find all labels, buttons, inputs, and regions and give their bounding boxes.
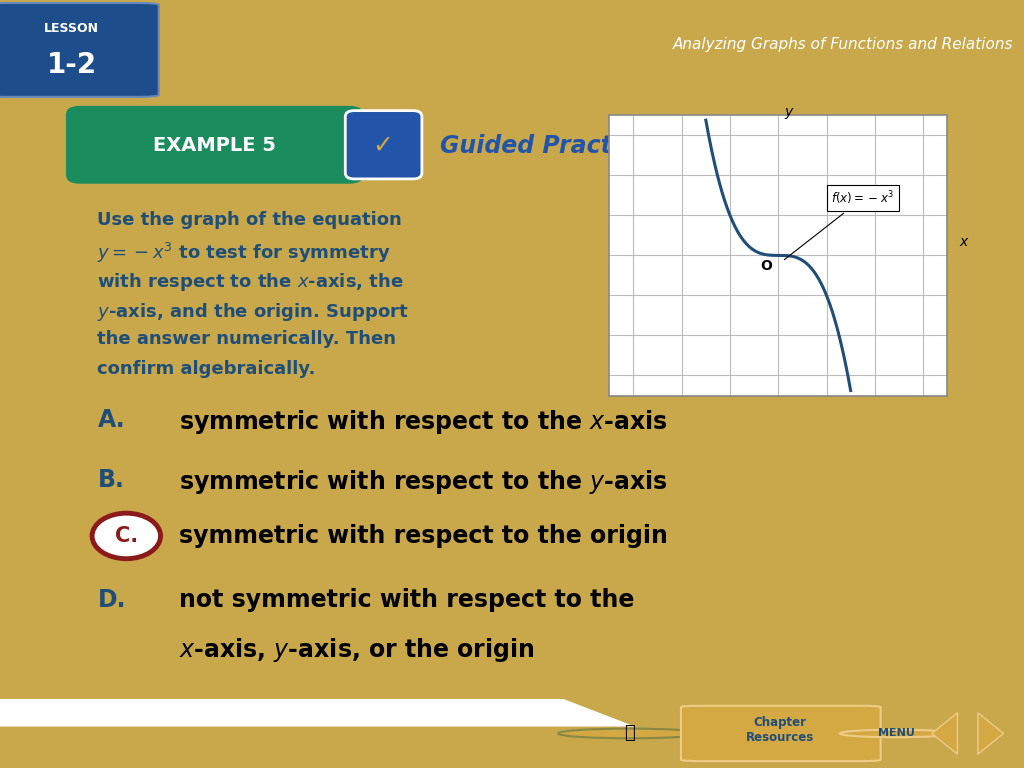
Text: $f(x)=-x^3$: $f(x)=-x^3$ [784, 190, 895, 260]
Text: MENU: MENU [878, 728, 914, 739]
Text: Analyzing Graphs of Functions and Relations: Analyzing Graphs of Functions and Relati… [673, 38, 1014, 52]
Text: ✓: ✓ [373, 134, 393, 158]
Polygon shape [978, 713, 1004, 754]
Text: symmetric with respect to the $x$-axis: symmetric with respect to the $x$-axis [178, 409, 668, 436]
Text: EXAMPLE 5: EXAMPLE 5 [154, 137, 276, 155]
Polygon shape [932, 713, 957, 754]
Text: LESSON: LESSON [44, 22, 99, 35]
Text: $y$: $y$ [784, 107, 795, 121]
Text: B.: B. [97, 468, 124, 492]
Text: with respect to the $x$-axis, the: with respect to the $x$-axis, the [97, 270, 404, 293]
Text: O: O [761, 259, 772, 273]
Text: 🌍: 🌍 [625, 724, 635, 743]
Text: $y$-axis, and the origin. Support: $y$-axis, and the origin. Support [97, 300, 410, 323]
Circle shape [92, 513, 161, 558]
Circle shape [558, 729, 701, 738]
Text: symmetric with respect to the $y$-axis: symmetric with respect to the $y$-axis [178, 468, 668, 496]
Text: not symmetric with respect to the: not symmetric with respect to the [178, 588, 634, 612]
Text: symmetric with respect to the origin: symmetric with respect to the origin [178, 524, 668, 548]
Text: Chapter
Resources: Chapter Resources [746, 716, 814, 744]
FancyBboxPatch shape [0, 3, 159, 97]
FancyBboxPatch shape [66, 106, 364, 184]
FancyBboxPatch shape [345, 111, 422, 179]
Polygon shape [133, 0, 287, 100]
FancyBboxPatch shape [681, 706, 881, 761]
Text: $x$-axis, $y$-axis, or the origin: $x$-axis, $y$-axis, or the origin [178, 636, 535, 664]
Polygon shape [0, 699, 635, 727]
Text: 1-2: 1-2 [47, 51, 96, 79]
Text: confirm algebraically.: confirm algebraically. [97, 360, 315, 379]
Text: A.: A. [97, 409, 125, 432]
Polygon shape [246, 0, 1024, 100]
Text: the answer numerically. Then: the answer numerically. Then [97, 330, 396, 349]
Text: Use the graph of the equation: Use the graph of the equation [97, 210, 402, 229]
Text: C.: C. [115, 526, 138, 546]
Text: D.: D. [97, 588, 126, 612]
Circle shape [840, 730, 952, 737]
Text: $x$: $x$ [959, 235, 970, 250]
Text: Guided Practice: Guided Practice [440, 134, 650, 158]
Text: $y = -x^3$ to test for symmetry: $y = -x^3$ to test for symmetry [97, 240, 391, 265]
